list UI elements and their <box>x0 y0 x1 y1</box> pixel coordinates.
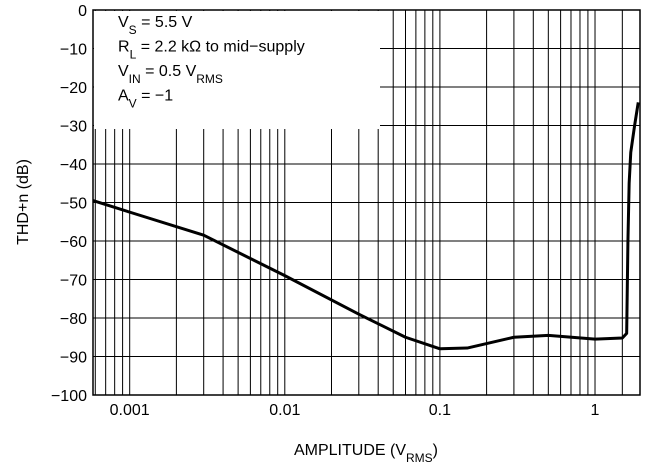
annotation-part: RMS <box>196 72 223 86</box>
annotation: VS = 5.5 V <box>118 14 193 37</box>
annotation-part: S <box>129 23 137 37</box>
y-tick-label: −10 <box>60 42 87 59</box>
annotation-part: V <box>118 14 129 31</box>
y-tick-label: 0 <box>78 3 87 20</box>
y-tick-label: −20 <box>60 80 87 97</box>
annotation-part: A <box>118 88 129 105</box>
x-tick-label: 0.1 <box>429 402 451 419</box>
annotation-part: = 2.2 kΩ to mid−supply <box>136 39 305 56</box>
y-tick-label: −40 <box>60 157 87 174</box>
annotation-part: L <box>130 48 137 62</box>
annotation-box <box>94 11 380 129</box>
x-axis-label-part: ) <box>433 442 438 459</box>
y-tick-label: −100 <box>51 388 87 405</box>
plot-frame <box>92 9 641 396</box>
annotation: AV = −1 <box>118 88 173 111</box>
y-tick-label: −50 <box>60 196 87 213</box>
x-tick-label: 1 <box>591 402 600 419</box>
annotation-part: = 5.5 V <box>137 14 193 31</box>
annotation: VIN = 0.5 VRMS <box>118 63 223 86</box>
y-tick-label: −60 <box>60 234 87 251</box>
y-tick-label: −70 <box>60 273 87 290</box>
annotation: RL = 2.2 kΩ to mid−supply <box>118 39 305 62</box>
data-line <box>92 102 640 351</box>
x-tick-label: 0.01 <box>269 402 300 419</box>
annotation-part: = 0.5 V <box>141 63 197 80</box>
annotation-part: R <box>118 39 130 56</box>
annotation-part: V <box>118 63 129 80</box>
y-tick-label: −80 <box>60 311 87 328</box>
annotation-part: IN <box>129 72 141 86</box>
x-axis-label: AMPLITUDE (VRMS) <box>294 442 438 465</box>
annotation-part: V <box>129 97 137 111</box>
x-tick-label: 0.001 <box>110 402 150 419</box>
y-axis-label: THD+n (dB) <box>15 159 32 245</box>
x-axis-label-part: RMS <box>406 451 433 465</box>
y-tick-label: −30 <box>60 119 87 136</box>
annotation-part: = −1 <box>137 88 174 105</box>
x-axis-label-part: AMPLITUDE (V <box>294 442 406 459</box>
y-tick-label: −90 <box>60 350 87 367</box>
plot <box>92 102 640 351</box>
